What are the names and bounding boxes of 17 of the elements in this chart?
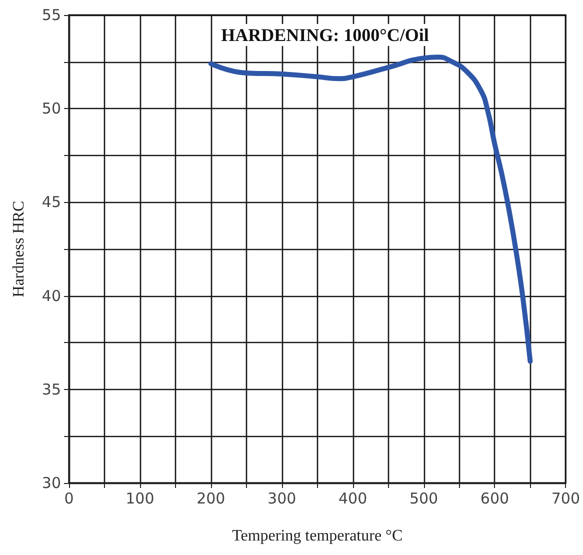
y-tick-label: 50 — [42, 100, 61, 118]
x-tick-label: 0 — [64, 490, 74, 508]
x-tick-label: 400 — [338, 490, 368, 508]
x-tick-label: 200 — [196, 490, 226, 508]
y-tick-label: 35 — [42, 380, 61, 398]
y-tick-label: 45 — [42, 193, 61, 212]
text: HARDENING: 1000°C/Oil — [221, 25, 429, 45]
y-axis-title: Hardness HRC — [10, 200, 28, 298]
y-tick-label: 30 — [42, 474, 61, 492]
x-axis-title: Tempering temperature °C — [232, 528, 403, 544]
x-tick-label: 700 — [551, 490, 580, 508]
y-tick-label: 40 — [42, 286, 61, 305]
y-tick-label: 55 — [42, 6, 61, 24]
x-tick-label: 600 — [480, 490, 510, 508]
x-tick-label: 100 — [126, 490, 154, 508]
x-tick-label: 300 — [268, 490, 296, 508]
x-tick-label: 500 — [409, 490, 438, 508]
